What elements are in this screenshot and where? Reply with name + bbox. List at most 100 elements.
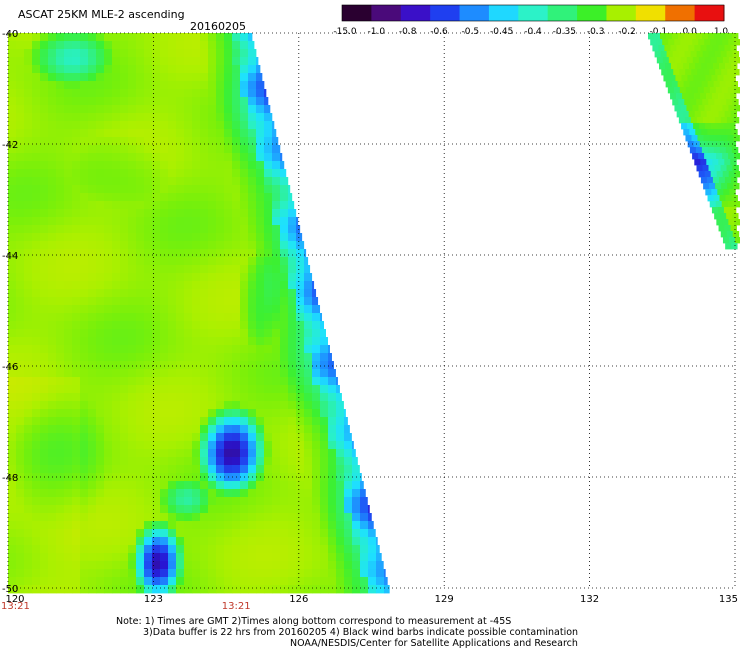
wind-cell bbox=[168, 353, 177, 362]
wind-cell bbox=[64, 145, 73, 154]
wind-cell bbox=[56, 497, 65, 506]
wind-cell bbox=[280, 401, 289, 410]
wind-cell bbox=[224, 217, 233, 226]
wind-cell bbox=[296, 361, 305, 370]
wind-cell bbox=[56, 521, 65, 530]
wind-cell bbox=[32, 513, 41, 522]
wind-cell bbox=[104, 385, 113, 394]
wind-cell bbox=[16, 289, 25, 298]
wind-cell bbox=[248, 161, 257, 170]
wind-cell bbox=[168, 73, 177, 82]
wind-cell bbox=[176, 441, 185, 450]
wind-cell bbox=[56, 73, 65, 82]
wind-cell bbox=[160, 337, 169, 346]
wind-cell bbox=[248, 409, 257, 418]
wind-cell bbox=[120, 417, 129, 426]
wind-cell bbox=[192, 65, 201, 74]
wind-cell bbox=[56, 193, 65, 202]
wind-cell bbox=[720, 33, 727, 40]
wind-cell bbox=[240, 409, 249, 418]
wind-cell bbox=[24, 193, 33, 202]
wind-cell bbox=[128, 513, 137, 522]
wind-cell bbox=[716, 57, 724, 64]
wind-cell bbox=[152, 305, 161, 314]
wind-cell bbox=[232, 569, 241, 578]
wind-cell bbox=[384, 577, 388, 586]
wind-cell bbox=[312, 449, 321, 458]
wind-cell bbox=[8, 553, 17, 562]
wind-cell bbox=[725, 81, 733, 88]
wind-cell bbox=[216, 497, 225, 506]
wind-cell bbox=[296, 345, 305, 354]
wind-cell bbox=[224, 569, 233, 578]
wind-cell bbox=[264, 193, 273, 202]
wind-cell bbox=[16, 105, 25, 114]
wind-cell bbox=[8, 457, 17, 466]
wind-cell bbox=[280, 409, 289, 418]
wind-cell bbox=[88, 225, 97, 234]
wind-cell bbox=[288, 561, 297, 570]
colorbar-frame bbox=[341, 4, 725, 22]
wind-cell bbox=[64, 185, 73, 194]
wind-cell bbox=[296, 377, 305, 386]
wind-cell bbox=[104, 377, 113, 386]
wind-cell bbox=[677, 81, 685, 88]
wind-cell bbox=[256, 513, 265, 522]
wind-cell bbox=[216, 561, 225, 570]
wind-cell bbox=[48, 49, 57, 58]
wind-cell bbox=[136, 417, 145, 426]
wind-cell bbox=[168, 233, 177, 242]
wind-cell bbox=[8, 545, 17, 554]
wind-cell bbox=[24, 585, 33, 594]
wind-cell bbox=[160, 217, 169, 226]
wind-cell bbox=[72, 97, 81, 106]
wind-cell bbox=[24, 145, 33, 154]
wind-cell bbox=[168, 385, 177, 394]
colorbar-swatch bbox=[459, 5, 490, 21]
wind-cell bbox=[112, 169, 121, 178]
wind-cell bbox=[208, 449, 217, 458]
lon-tick-label: 135 bbox=[719, 594, 738, 605]
wind-cell bbox=[32, 249, 41, 258]
wind-cell bbox=[32, 305, 41, 314]
wind-cell bbox=[48, 81, 57, 90]
wind-cell bbox=[80, 497, 89, 506]
wind-cell bbox=[24, 225, 33, 234]
wind-cell bbox=[64, 321, 73, 330]
wind-cell bbox=[96, 561, 105, 570]
wind-cell bbox=[152, 505, 161, 514]
wind-cell bbox=[296, 241, 305, 250]
wind-cell bbox=[344, 577, 353, 586]
wind-cell bbox=[713, 81, 721, 88]
wind-cell bbox=[120, 369, 129, 378]
wind-cell bbox=[248, 201, 257, 210]
wind-cell bbox=[706, 45, 713, 52]
wind-cell bbox=[168, 449, 177, 458]
wind-cell bbox=[128, 353, 137, 362]
wind-cell bbox=[16, 321, 25, 330]
wind-cell bbox=[240, 193, 249, 202]
wind-cell bbox=[80, 329, 89, 338]
wind-cell bbox=[168, 121, 177, 130]
wind-cell bbox=[256, 489, 265, 498]
wind-cell bbox=[104, 249, 113, 258]
wind-cell bbox=[128, 209, 137, 218]
wind-cell bbox=[710, 57, 718, 64]
wind-cell bbox=[240, 385, 249, 394]
wind-cell bbox=[32, 441, 41, 450]
wind-cell bbox=[684, 51, 692, 58]
wind-cell bbox=[176, 97, 185, 106]
wind-cell bbox=[8, 481, 17, 490]
wind-cell bbox=[56, 209, 65, 218]
wind-cell bbox=[40, 209, 49, 218]
wind-cell bbox=[288, 441, 297, 450]
wind-cell bbox=[160, 193, 169, 202]
wind-cell bbox=[232, 105, 241, 114]
wind-cell bbox=[88, 465, 97, 474]
wind-cell bbox=[24, 161, 33, 170]
wind-cell bbox=[32, 217, 41, 226]
wind-cell bbox=[128, 425, 137, 434]
wind-cell bbox=[88, 305, 97, 314]
wind-cell bbox=[232, 137, 241, 146]
wind-cell bbox=[88, 345, 97, 354]
